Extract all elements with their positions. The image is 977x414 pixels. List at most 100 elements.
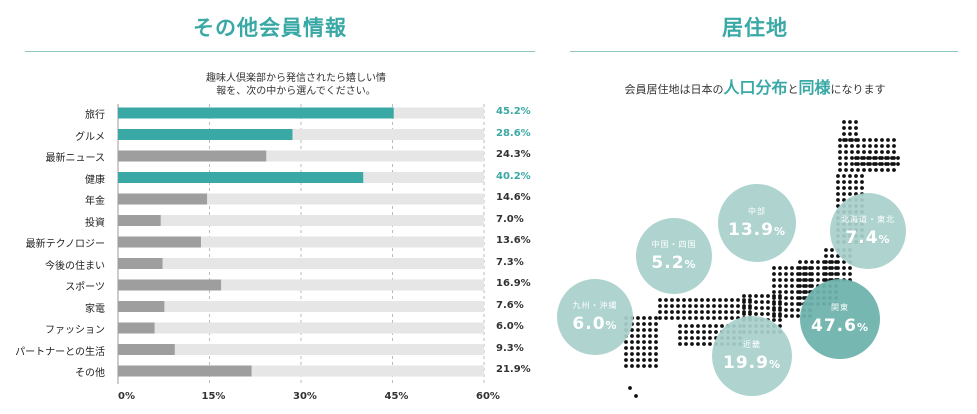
map-dot [694, 304, 698, 308]
map-dot [872, 156, 876, 160]
map-dot [796, 278, 800, 282]
map-dot [836, 174, 840, 178]
bar-track [118, 236, 484, 248]
map-dot [690, 342, 694, 346]
map-dot [676, 310, 680, 314]
map-dot [760, 300, 764, 304]
left-panel-title: その他会員情報 [193, 16, 347, 40]
map-dot [630, 358, 634, 362]
map-dot [654, 358, 658, 362]
map-dot [784, 266, 788, 270]
map-dot [736, 310, 740, 314]
region-name: 近畿 [743, 340, 761, 349]
map-dot [802, 278, 806, 282]
map-dot [628, 386, 632, 390]
map-dot [854, 174, 858, 178]
map-dot [708, 324, 712, 328]
map-dot [714, 330, 718, 334]
bar [118, 129, 293, 140]
map-dot [684, 342, 688, 346]
value-label: 6.0% [496, 321, 524, 332]
map-dot [844, 144, 848, 148]
map-dot [886, 168, 890, 172]
map-dot [862, 144, 866, 148]
map-dot [664, 316, 668, 320]
category-label: 年金 [85, 196, 105, 207]
map-dot [808, 266, 812, 270]
map-dot [754, 306, 758, 310]
map-dot [718, 304, 722, 308]
map-dot [654, 340, 658, 344]
category-label: 投資 [85, 217, 105, 229]
map-dot [828, 260, 832, 264]
map-dot [636, 346, 640, 350]
bar-track [118, 279, 484, 291]
region-chubu-circle: 中部 13.9% [718, 184, 796, 262]
map-dot [842, 174, 846, 178]
map-dot [760, 294, 764, 298]
map-dot [868, 144, 872, 148]
map-dot [796, 296, 800, 300]
map-dot [850, 150, 854, 154]
map-dot [648, 316, 652, 320]
map-dot [866, 162, 870, 166]
map-dot [884, 162, 888, 166]
map-dot [778, 318, 782, 322]
region-name: 九州・沖縄 [572, 301, 618, 310]
subtitle-pre: 会員居住地は日本の [624, 83, 724, 96]
map-dot [760, 306, 764, 310]
map-dot [892, 144, 896, 148]
map-dot [856, 168, 860, 172]
region-kanto-circle: 関東 47.6% [800, 279, 880, 359]
map-dot [654, 322, 658, 326]
map-dot [848, 272, 852, 276]
map-dot [850, 168, 854, 172]
map-dot [796, 308, 800, 312]
category-label: ファッション [45, 325, 105, 336]
map-dot [682, 304, 686, 308]
map-dot [642, 352, 646, 356]
map-dot [802, 272, 806, 276]
map-dot [748, 298, 752, 302]
x-tick-label: 0% [118, 391, 135, 402]
map-dot [754, 300, 758, 304]
map-dot [706, 310, 710, 314]
map-dot [702, 342, 706, 346]
bar [118, 150, 267, 162]
map-dot [648, 346, 652, 350]
map-dot [862, 150, 866, 154]
map-dot [688, 316, 692, 320]
map-dot [838, 162, 842, 166]
map-dot [848, 186, 852, 190]
map-dot [816, 266, 820, 270]
map-dot [834, 260, 838, 264]
map-dot [696, 342, 700, 346]
map-dot [678, 342, 682, 346]
map-dot [808, 272, 812, 276]
map-dot [842, 120, 846, 124]
map-dot [636, 316, 640, 320]
map-dot [684, 336, 688, 340]
map-dot [670, 298, 674, 302]
region-value: 6.0% [572, 314, 618, 334]
map-dot [654, 334, 658, 338]
map-dot [654, 364, 658, 368]
map-dot [838, 144, 842, 148]
value-label: 16.9% [496, 278, 531, 289]
category-label: グルメ [75, 131, 105, 143]
bar-track [118, 322, 484, 334]
map-dot [694, 316, 698, 320]
bar-track [118, 150, 484, 162]
map-dot [772, 272, 776, 276]
map-dot [634, 394, 638, 398]
map-dot [702, 336, 706, 340]
map-dot [816, 278, 820, 282]
map-dot [844, 150, 848, 154]
map-dot [872, 162, 876, 166]
map-dot [664, 304, 668, 308]
map-dot [754, 312, 758, 316]
map-dot [630, 328, 634, 332]
bar-track [118, 301, 484, 312]
map-dot [772, 290, 776, 294]
map-dot [696, 336, 700, 340]
